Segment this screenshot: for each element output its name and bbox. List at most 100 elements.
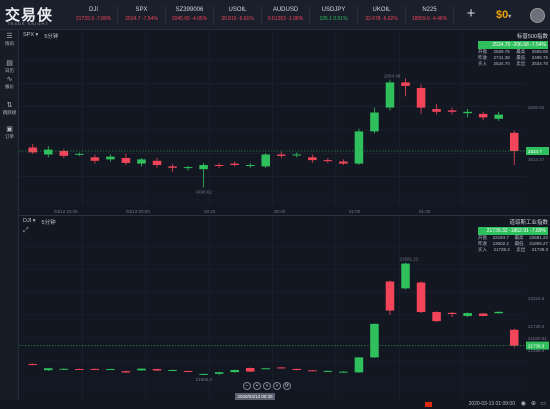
ticker-dji[interactable]: DJI 21739.3 -7.89%: [70, 6, 118, 25]
instrument-name: 道琼斯工业指数: [509, 220, 548, 226]
sidebar-item-label: 跳跃榜: [2, 110, 17, 115]
interval-selector[interactable]: 5分钟: [41, 220, 56, 226]
add-ticker-button[interactable]: +: [466, 5, 476, 22]
candle-body: [276, 154, 286, 156]
quote-label: 最低: [516, 55, 526, 60]
quote-label: 卖出: [516, 247, 526, 252]
crosshair-time-label: 2020/03/13 00:30: [235, 393, 275, 400]
current-price-tag: [526, 341, 549, 350]
china-flag-icon: [425, 402, 432, 407]
sidebar-item-3[interactable]: ⇅ 跳跃榜: [0, 101, 19, 119]
ticker-usoil[interactable]: USOIL 30.815 -6.61%: [214, 6, 262, 25]
ticker-usdjpy[interactable]: USDJPY 105.1 0.51%: [310, 6, 358, 25]
ticker-n225[interactable]: N225 18559.6 -4.46%: [406, 6, 454, 25]
candle: [276, 366, 286, 369]
candle: [44, 367, 53, 371]
camera-icon[interactable]: ◉: [520, 401, 526, 407]
candle-body: [152, 160, 162, 165]
candle-body: [44, 368, 53, 371]
candle-body: [385, 281, 395, 311]
globe-icon[interactable]: ⊕: [530, 401, 536, 407]
quote-value: 21739.3: [493, 247, 510, 252]
chart-symbol-selector[interactable]: SPX ▾: [23, 32, 38, 40]
spx-candlestick-chart[interactable]: 2654.48 2498.62 2600.50 2534.7 2514.47 2534.7…: [19, 30, 550, 216]
ticker-strip: DJI 21739.3 -7.89% SPX 2534.7 -7.54% SZ39900…: [70, 6, 454, 25]
y-tick-label: 22224.6: [528, 296, 545, 301]
candle-body: [75, 153, 84, 155]
chat-icon[interactable]: ▭: [540, 401, 546, 407]
candle: [245, 162, 255, 168]
candle-body: [276, 367, 286, 369]
candle-body: [152, 369, 162, 371]
top-bar: 交易侠 TRADE KNIGHT DJI 21739.3 -7.89% SPX 253…: [0, 0, 550, 30]
app-logo[interactable]: 交易侠 TRADE KNIGHT: [3, 4, 61, 28]
sidebar-item-label: 报价: [5, 84, 14, 89]
candle-body: [59, 368, 69, 370]
instrument-name: 标普500指数: [516, 34, 548, 40]
zoom-out-button[interactable]: −: [243, 382, 251, 390]
scroll-right-button[interactable]: »: [273, 382, 281, 390]
chart-symbol-selector[interactable]: DJI ▾: [23, 218, 36, 226]
ticker-audusd[interactable]: AUDUSD 0.61353 -1.98%: [262, 6, 310, 25]
ticker-name: USOIL: [228, 7, 247, 13]
candle-body: [416, 282, 426, 313]
ticker-ukoil[interactable]: UKOIL 32.678 -6.62%: [358, 6, 406, 25]
candle: [494, 311, 503, 314]
newsflash-icon: ☰: [6, 33, 13, 40]
candle-body: [183, 167, 193, 169]
quote-value: 23602.2: [492, 241, 509, 246]
symbol-label: SPX: [23, 32, 35, 38]
candle: [447, 312, 457, 317]
candle-body: [121, 371, 131, 373]
dji-candlestick-chart[interactable]: 22681.22 21806.3 22224.6 21739.3 21620.92 214…: [19, 216, 550, 409]
price-change-badge: 21739.32 -1862.91 -7.89%: [478, 227, 548, 235]
candle: [75, 152, 84, 156]
zoom-in-button[interactable]: +: [253, 382, 261, 390]
current-price-label: 2534.7: [528, 149, 542, 154]
account-balance-button[interactable]: $0▾: [496, 9, 522, 21]
ticker-name: AUDUSD: [272, 7, 299, 13]
candle: [292, 368, 302, 371]
sidebar-item-1[interactable]: ▤ 日历: [0, 59, 19, 77]
candle: [416, 281, 426, 314]
candle-body: [90, 157, 100, 161]
candle-body: [137, 368, 146, 371]
quote-label: 开盘: [478, 49, 487, 54]
candle: [463, 109, 472, 118]
candle: [214, 162, 224, 168]
sidebar-item-4[interactable]: ▣ 订单: [0, 125, 19, 143]
quote-value: 22681.22: [529, 235, 548, 240]
ticker-sz399006[interactable]: SZ399006 2045.65 -4.05%: [166, 6, 214, 25]
candle: [59, 148, 69, 158]
candle-body: [292, 154, 302, 156]
quote-value: 22184.7: [492, 235, 509, 240]
sidebar-item-2[interactable]: ∿ 报价: [0, 75, 19, 93]
interval-selector[interactable]: 5分钟: [44, 34, 59, 40]
candle-body: [385, 82, 395, 108]
candle-body: [168, 166, 177, 168]
candle-body: [370, 323, 379, 358]
candle: [168, 164, 177, 172]
dji-chart-panel[interactable]: 22681.22 21806.3 22224.6 21739.3 21620.92 214…: [19, 216, 550, 409]
scroll-left-button[interactable]: «: [263, 382, 271, 390]
candle-body: [432, 109, 441, 112]
avatar[interactable]: [530, 8, 545, 23]
candle: [183, 165, 193, 171]
quote-label: 昨收: [478, 55, 487, 60]
ticker-value: 32.678 -6.62%: [365, 16, 398, 22]
candle: [339, 159, 348, 165]
quote-value: 2559.75: [493, 49, 510, 54]
spx-chart-panel[interactable]: 2654.48 2498.62 2600.50 2534.7 2514.47 2534.7…: [19, 30, 550, 216]
reset-button[interactable]: ⟳: [283, 382, 291, 390]
quote-row: 开盘 2559.75 最高 2658.88: [478, 49, 548, 55]
candle-body: [308, 157, 317, 161]
quote-row: 买入 21739.3 卖出 21739.3: [478, 247, 548, 253]
expand-icon[interactable]: ⤢: [23, 227, 29, 234]
candle-body: [323, 370, 333, 372]
low-annotation: 21806.3: [196, 377, 213, 382]
ticker-spx[interactable]: SPX 2534.7 -7.54%: [118, 6, 166, 25]
quote-label: 卖出: [516, 61, 526, 66]
candle-body: [292, 368, 302, 371]
sidebar-item-0[interactable]: ☰ 快讯: [0, 32, 19, 50]
chevron-down-icon: ▾: [35, 32, 39, 38]
